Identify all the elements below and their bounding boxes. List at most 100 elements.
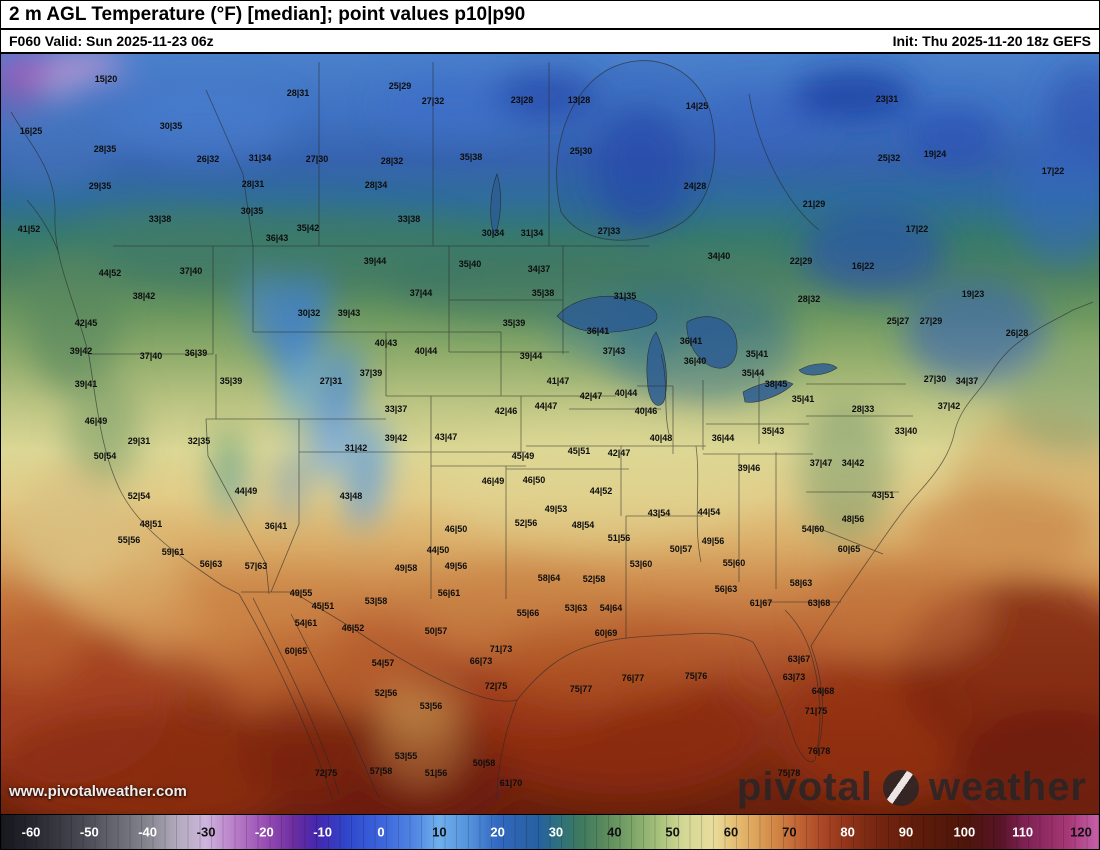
point-value: 26|28 [1005,328,1029,338]
point-value: 40|48 [649,433,673,443]
point-value: 54|57 [371,658,395,668]
point-value: 37|39 [359,368,383,378]
valid-time-label: F060 Valid: Sun 2025-11-23 06z [9,33,214,49]
point-value: 31|35 [613,291,637,301]
point-value: 35|38 [459,152,483,162]
point-value: 46|52 [341,623,365,633]
colorbar-tick-label: -10 [313,824,333,840]
point-value: 43|51 [871,490,895,500]
point-value: 52|58 [582,574,606,584]
colorbar-tick-label: -60 [21,824,41,840]
colorbar-tick-label: 10 [432,824,447,840]
point-value: 36|43 [265,233,289,243]
point-value: 37|40 [139,351,163,361]
logo-text-pivotal: pivotal [736,765,873,809]
point-value: 28|33 [851,404,875,414]
point-value: 17|22 [905,224,929,234]
logo-text-weather: weather [928,765,1087,809]
point-value: 13|28 [567,95,591,105]
point-value: 34|42 [841,458,865,468]
point-value: 28|31 [286,88,310,98]
point-value: 39|42 [384,433,408,443]
point-value: 64|68 [811,686,835,696]
point-value: 35|39 [502,318,526,328]
point-value: 36|41 [679,336,703,346]
point-value: 35|40 [458,259,482,269]
point-value: 26|32 [196,154,220,164]
point-value: 49|56 [701,536,725,546]
point-value: 51|56 [607,533,631,543]
colorbar-tick-label: -40 [138,824,158,840]
colorbar-tick-label: -20 [254,824,274,840]
coastlines-and-borders [10,62,1094,801]
point-value: 56|63 [714,584,738,594]
colorbar-tick-label: 60 [723,824,739,840]
point-value: 28|32 [380,156,404,166]
point-value: 33|40 [894,426,918,436]
point-value: 41|47 [546,376,570,386]
point-value: 34|37 [955,376,979,386]
point-value: 56|63 [199,559,223,569]
point-value: 71|75 [804,706,828,716]
colorbar-tick-label: 40 [607,824,622,840]
point-value: 58|63 [789,578,813,588]
point-value: 61|67 [749,598,773,608]
point-value: 28|34 [364,180,388,190]
point-value: 30|34 [481,228,505,238]
point-value: 42|45 [74,318,98,328]
point-value: 50|57 [669,544,693,554]
colorbar-tick-label: 100 [953,824,976,840]
point-value: 37|44 [409,288,433,298]
point-value: 35|39 [219,376,243,386]
point-value: 53|56 [419,701,443,711]
point-value: 63|67 [787,654,811,664]
point-value: 50|58 [472,758,496,768]
point-value: 57|63 [244,561,268,571]
point-value: 36|41 [586,326,610,336]
point-value: 35|44 [741,368,765,378]
point-value: 27|30 [923,374,947,384]
point-value: 46|49 [481,476,505,486]
point-value: 31|42 [344,443,368,453]
point-value: 71|73 [489,644,513,654]
point-value: 52|54 [127,491,151,501]
point-value: 36|44 [711,433,735,443]
point-value: 31|34 [520,228,544,238]
point-value: 25|27 [886,316,910,326]
point-value: 55|60 [722,558,746,568]
point-value: 43|54 [647,508,671,518]
point-value: 46|50 [522,475,546,485]
point-value: 59|61 [161,547,185,557]
point-value: 27|33 [597,226,621,236]
point-value: 40|44 [414,346,438,356]
point-value: 23|28 [510,95,534,105]
map-canvas: 15|20 28|31 25|29 27|32 23|28 13|28 14|25 23|31… [1,54,1099,816]
point-value: 33|38 [397,214,421,224]
point-value: 76|78 [807,746,831,756]
colorbar-tick-label: 50 [665,824,680,840]
colorbar-ticks: -60 -50 -40 -30 -20 -10 0 10 20 30 40 50 60 70 80 90 100… [1,815,1099,849]
colorbar-tick-label: 120 [1070,824,1092,840]
point-value: 57|58 [369,766,393,776]
point-value: 16|25 [19,126,43,136]
point-value: 40|46 [634,406,658,416]
point-value: 17|22 [1041,166,1065,176]
point-value: 25|29 [388,81,412,91]
point-value: 41|52 [17,224,41,234]
page-title: 2 m AGL Temperature (°F) [median]; point… [1,1,1099,30]
point-value: 49|58 [394,563,418,573]
point-value: 39|43 [337,308,361,318]
point-value: 36|41 [264,521,288,531]
point-value: 37|47 [809,458,833,468]
colorbar-tick-label: 110 [1012,824,1034,840]
point-value: 49|53 [544,504,568,514]
point-value: 27|32 [421,96,445,106]
header: 2 m AGL Temperature (°F) [median]; point… [1,1,1099,54]
point-value: 19|24 [923,149,947,159]
point-value: 25|30 [569,146,593,156]
point-value: 52|56 [374,688,398,698]
lakes [490,173,838,406]
colorbar-tick-label: 80 [840,824,855,840]
hudson-bay-outline [556,60,716,241]
point-value: 45|51 [567,446,591,456]
